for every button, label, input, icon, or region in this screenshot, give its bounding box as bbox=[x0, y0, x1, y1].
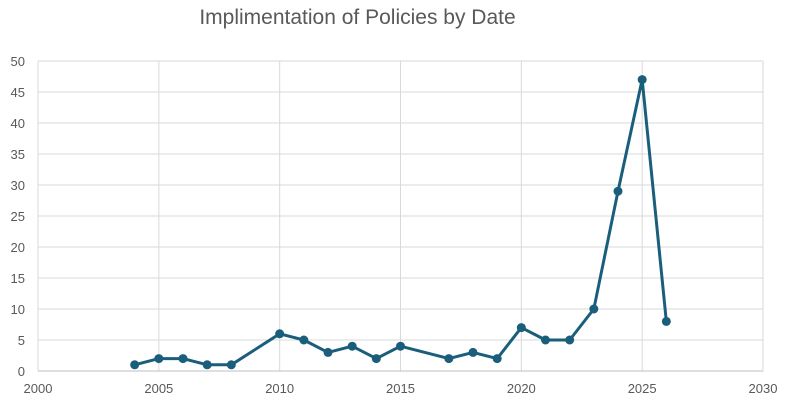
y-tick-label: 0 bbox=[18, 364, 25, 379]
y-tick-label: 15 bbox=[11, 271, 25, 286]
y-tick-label: 10 bbox=[11, 302, 25, 317]
chart-title: Implimentation of Policies by Date bbox=[199, 6, 516, 29]
data-point bbox=[516, 323, 526, 333]
data-point bbox=[275, 329, 285, 339]
data-point bbox=[661, 316, 671, 326]
x-tick-label: 2025 bbox=[628, 381, 657, 396]
data-point bbox=[444, 354, 454, 364]
y-tick-label: 40 bbox=[11, 116, 25, 131]
data-point bbox=[371, 354, 381, 364]
gridlines bbox=[37, 60, 764, 372]
x-tick-label: 2010 bbox=[265, 381, 294, 396]
data-point bbox=[226, 360, 236, 370]
x-tick-label: 2000 bbox=[24, 381, 53, 396]
data-point bbox=[589, 304, 599, 314]
data-point bbox=[468, 347, 478, 357]
data-point bbox=[613, 186, 623, 196]
y-tick-label: 30 bbox=[11, 178, 25, 193]
data-point bbox=[637, 75, 647, 85]
data-point bbox=[396, 341, 405, 351]
data-point bbox=[347, 341, 357, 351]
x-tick-label: 2015 bbox=[386, 381, 415, 396]
data-point bbox=[492, 354, 502, 364]
y-tick-label: 35 bbox=[11, 147, 25, 162]
y-tick-label: 25 bbox=[11, 209, 25, 224]
data-point bbox=[202, 360, 212, 370]
data-point bbox=[565, 335, 575, 345]
y-tick-label: 50 bbox=[11, 54, 25, 69]
data-points bbox=[130, 75, 671, 370]
data-point bbox=[299, 335, 309, 345]
data-point bbox=[541, 335, 550, 345]
data-point bbox=[323, 347, 333, 357]
y-tick-label: 20 bbox=[11, 240, 25, 255]
x-tick-label: 2020 bbox=[507, 381, 536, 396]
data-point bbox=[178, 354, 188, 364]
y-tick-label: 5 bbox=[18, 333, 25, 348]
y-tick-label: 45 bbox=[11, 85, 25, 100]
data-point bbox=[154, 354, 164, 364]
x-tick-label: 2030 bbox=[749, 381, 778, 396]
x-tick-label: 2005 bbox=[144, 381, 173, 396]
data-point bbox=[130, 360, 140, 370]
